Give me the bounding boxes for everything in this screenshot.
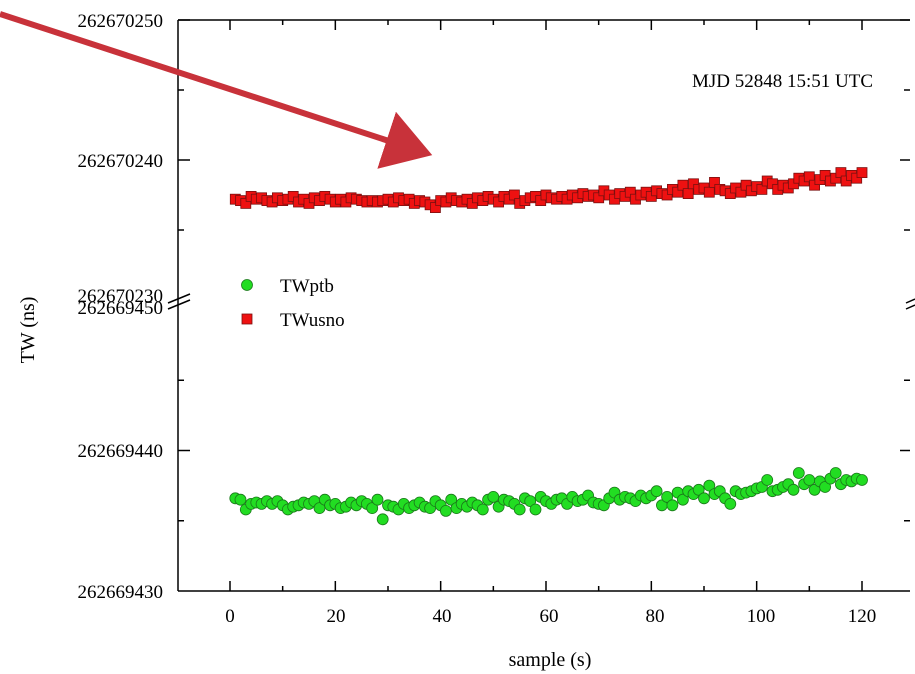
y-tick-label-lower-0: 262669450 [78,298,164,319]
data-point-twptb [513,503,526,516]
data-point-twptb [439,504,452,517]
data-point-twptb [698,492,710,505]
data-point-twptb [445,493,458,506]
data-point-twptb [787,483,800,496]
data-point-twusno [856,167,868,179]
series-twptb [229,467,868,526]
data-point-twptb [829,467,842,479]
data-point-twptb [819,481,831,493]
data-point-twptb [761,474,774,486]
y-tick-label-upper-2: 262670230 [78,286,164,307]
data-point-twptb [476,503,489,516]
legend-label-twptb: TWptb [280,276,334,297]
data-point-twptb [376,513,389,526]
legend-marker-twusno [241,313,253,325]
axis-break-marker [167,293,191,310]
x-tick-label-20: 20 [327,606,346,627]
data-point-twusno [703,186,715,198]
data-point-twptb [524,495,537,508]
x-tick-label-120: 120 [848,606,877,627]
legend: TWptb TWusno [241,276,345,331]
data-point-twptb [650,485,663,498]
right-break-marker [905,298,915,310]
data-point-twptb [803,474,816,486]
data-point-twptb [724,497,737,510]
annotation-text: MJD 52848 15:51 UTC [692,71,873,92]
data-point-twptb [371,493,384,506]
data-point-twptb [856,474,868,486]
data-point-twptb [366,502,379,515]
data-point-twptb [677,493,689,506]
data-point-twptb [692,483,705,496]
x-tick-label-80: 80 [646,606,665,627]
x-axis-title: sample (s) [509,649,592,671]
data-point-twptb [661,490,673,503]
axis-ticks [178,19,910,591]
data-point-twptb [666,499,679,512]
x-tick-label-100: 100 [747,606,776,627]
data-point-twptb [792,467,805,479]
y-tick-label-upper-0: 262670250 [78,11,164,32]
x-tick-label-0: 0 [225,606,235,627]
x-tick-label-40: 40 [433,606,452,627]
legend-marker-twptb [241,279,253,291]
data-point-twptb [703,479,716,492]
data-point-twptb [234,493,247,506]
y-tick-label-upper-1: 262670240 [78,151,164,172]
arrow-pointer [0,11,433,169]
y-axis-title: TW (ns) [17,297,39,364]
x-tick-label-60: 60 [540,606,559,627]
data-point-twptb [487,490,500,503]
legend-label-twusno: TWusno [280,310,345,331]
series-twusno [229,167,868,214]
y-tick-label-lower-2: 262669430 [78,582,164,603]
data-point-twusno [682,188,694,200]
y-tick-label-lower-1: 262669440 [78,441,164,462]
data-point-twptb [529,503,542,516]
